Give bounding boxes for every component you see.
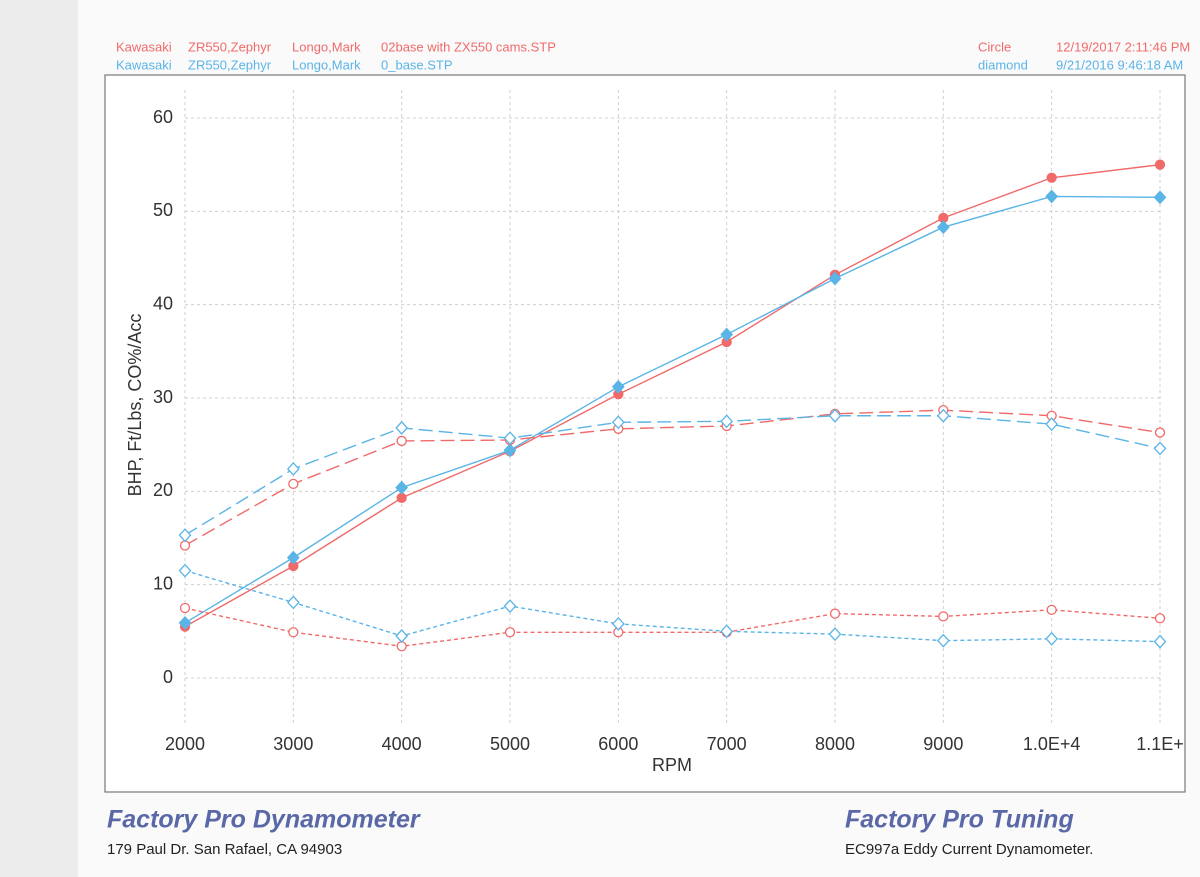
y-tick-label: 10 [153, 573, 173, 593]
point [611, 379, 625, 394]
footer-title: Factory Pro Tuning [845, 806, 1074, 834]
point [286, 550, 300, 565]
point [179, 602, 191, 614]
point [1153, 190, 1167, 205]
legend-date: 12/19/2017 2:11:46 PM [1056, 39, 1190, 54]
point [395, 420, 409, 435]
legend-file: 02base with ZX550 cams.STP [381, 39, 556, 54]
x-tick-label: 9000 [923, 734, 963, 754]
x-axis-label: RPM [652, 755, 692, 775]
point [611, 616, 625, 631]
point [828, 627, 842, 642]
point [504, 627, 516, 638]
legend-model: ZR550,Zephyr [188, 57, 272, 72]
y-tick-label: 30 [153, 387, 173, 407]
series-line [184, 607, 1161, 647]
point [1154, 159, 1166, 170]
point [1153, 441, 1167, 456]
point [1045, 189, 1059, 204]
x-tick-label: 7000 [707, 734, 747, 754]
point [828, 408, 842, 423]
point [288, 627, 299, 638]
point [1153, 634, 1167, 649]
point [611, 415, 625, 430]
point [936, 633, 950, 648]
legend-make: Kawasaki [116, 39, 172, 54]
point [395, 480, 409, 495]
x-tick-label: 2000 [165, 734, 205, 754]
plot-frame [104, 74, 1186, 793]
footer-address: 179 Paul Dr. San Rafael, CA 94903 [107, 841, 342, 858]
x-tick-label: 1.0E+4 [1023, 734, 1081, 754]
point [1154, 427, 1166, 438]
legend-marker: Circle [978, 39, 1011, 54]
legend-owner: Longo,Mark [292, 39, 361, 54]
x-tick-label: 4000 [382, 734, 422, 754]
point [1046, 604, 1057, 616]
point [720, 327, 734, 342]
point [178, 615, 192, 630]
legend-marker: diamond [978, 57, 1028, 72]
x-tick-label: 5000 [490, 734, 530, 754]
point [936, 220, 950, 235]
x-tick-label: 8000 [815, 734, 855, 754]
point [179, 540, 191, 551]
point [720, 414, 734, 429]
y-tick-label: 20 [153, 480, 173, 500]
x-tick-label: 3000 [273, 734, 313, 754]
legend-owner: Longo,Mark [292, 57, 361, 72]
point [829, 608, 841, 619]
legend-make: Kawasaki [116, 57, 172, 72]
series-line [184, 195, 1161, 624]
y-tick-label: 60 [153, 107, 173, 127]
point [1154, 613, 1166, 624]
y-axis-label: BHP, Ft/Lbs, CO%/Acc [125, 314, 145, 497]
point [503, 443, 517, 458]
point [178, 563, 192, 578]
point [828, 271, 842, 286]
point [396, 641, 407, 652]
scan-margin [0, 0, 78, 877]
series-line [184, 415, 1161, 536]
y-tick-label: 0 [163, 667, 173, 687]
point [396, 435, 407, 447]
point [1045, 631, 1059, 646]
point [286, 461, 300, 476]
series-line [184, 569, 1161, 643]
point [1045, 417, 1059, 432]
point [938, 611, 949, 622]
point [503, 599, 517, 614]
legend-file: 0_base.STP [381, 57, 453, 72]
series-line [184, 409, 1161, 547]
point [288, 478, 299, 490]
footer-title: Factory Pro Dynamometer [107, 806, 421, 834]
point [720, 624, 734, 639]
x-tick-label: 6000 [598, 734, 638, 754]
y-tick-label: 50 [153, 200, 173, 220]
point [286, 595, 300, 610]
point [178, 528, 192, 543]
legend-model: ZR550,Zephyr [188, 39, 272, 54]
legend-date: 9/21/2016 9:46:18 AM [1056, 57, 1183, 72]
point [395, 629, 409, 643]
series-line [184, 163, 1161, 628]
point [503, 431, 517, 446]
point [936, 408, 950, 423]
x-tick-label: 1.1E+ [1136, 734, 1184, 754]
point [1046, 172, 1057, 183]
footer-note: EC997a Eddy Current Dynamometer. [845, 841, 1093, 858]
y-tick-label: 40 [153, 293, 173, 313]
point [396, 492, 407, 504]
